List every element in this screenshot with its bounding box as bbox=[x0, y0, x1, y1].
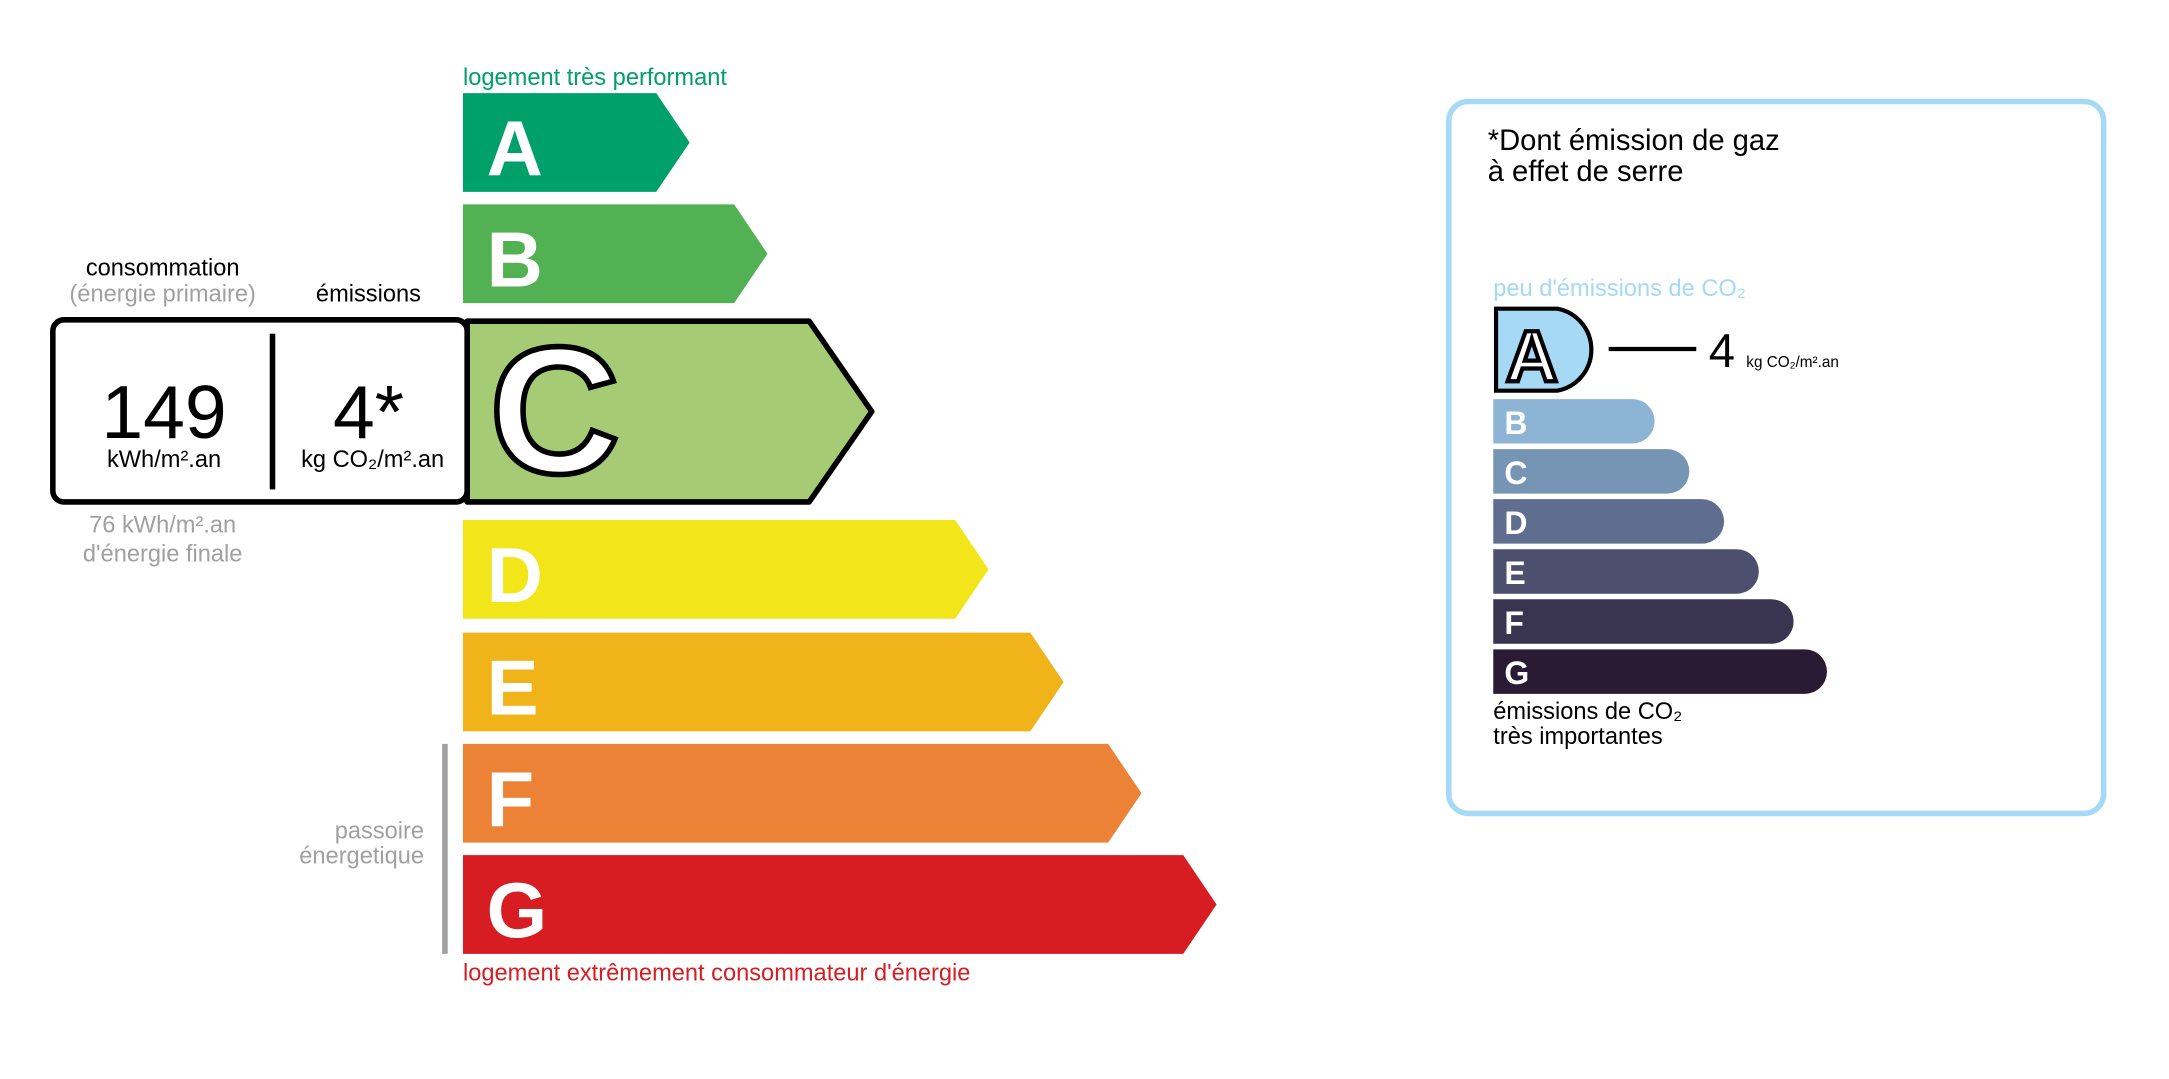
ges-class-f: F bbox=[1493, 599, 1794, 644]
ges-bar-g bbox=[1493, 649, 1827, 694]
ges-bar-e bbox=[1493, 549, 1759, 594]
ges-class-c: C bbox=[1493, 449, 1690, 494]
energy-letter-c: C bbox=[489, 310, 620, 512]
ges-class-d: D bbox=[1493, 499, 1725, 544]
emissions-unit: kg CO₂/m².an bbox=[301, 447, 444, 473]
energy-bar-f bbox=[462, 743, 1142, 843]
ges-letter-d: D bbox=[1504, 505, 1527, 541]
ges-bottom-label-1: émissions de CO₂ bbox=[1493, 699, 1682, 725]
energy-class-b: B bbox=[462, 204, 768, 304]
energy-class-d: D bbox=[462, 520, 989, 619]
ges-unit: kg CO₂/m².an bbox=[1746, 354, 1839, 371]
ges-class-g: G bbox=[1493, 649, 1827, 694]
ges-bar-a bbox=[1493, 306, 1594, 393]
ges-value: 4 bbox=[1709, 325, 1735, 378]
energy-top-label: logement très performant bbox=[463, 65, 727, 91]
ges-class-b: B bbox=[1493, 399, 1655, 444]
passoire-label-1: passoire bbox=[335, 818, 424, 844]
energy-bar-a bbox=[462, 93, 690, 192]
consumption-unit: kWh/m².an bbox=[107, 447, 221, 473]
ges-letter-e: E bbox=[1504, 555, 1525, 591]
energy-letter-a: A bbox=[487, 106, 543, 192]
consumption-value: 149 bbox=[101, 370, 226, 454]
emissions-value: 4* bbox=[333, 370, 404, 454]
ges-letter-g: G bbox=[1504, 655, 1529, 691]
energy-bar-g bbox=[462, 855, 1217, 954]
energy-letter-e: E bbox=[487, 646, 539, 732]
passoire-label-2: énergetique bbox=[299, 843, 424, 869]
ges-bottom-label-2: très importantes bbox=[1493, 724, 1662, 750]
energy-letter-f: F bbox=[487, 757, 535, 843]
passoire-bracket bbox=[442, 743, 448, 954]
energy-bar-d bbox=[462, 520, 989, 619]
energy-bottom-label: logement extrêmement consommateur d'éner… bbox=[463, 960, 970, 986]
ges-bar-c bbox=[1493, 449, 1690, 494]
energy-bar-b bbox=[462, 204, 768, 304]
energy-bar-e bbox=[462, 632, 1064, 732]
energy-class-c-selected: C bbox=[464, 307, 875, 515]
final-energy-label: d'énergie finale bbox=[83, 542, 243, 568]
energy-class-e: E bbox=[462, 632, 1064, 732]
ges-letter-b: B bbox=[1504, 405, 1527, 441]
ges-class-a-selected: A bbox=[1493, 306, 1594, 399]
ges-letter-f: F bbox=[1504, 605, 1524, 641]
energy-class-g: G bbox=[462, 855, 1217, 954]
energy-letter-b: B bbox=[487, 217, 543, 303]
energy-letter-g: G bbox=[487, 868, 548, 954]
values-divider bbox=[269, 333, 276, 490]
emissions-header: émissions bbox=[316, 282, 421, 308]
ges-letter-a: A bbox=[1506, 317, 1558, 397]
energy-class-a: A bbox=[462, 93, 690, 192]
ges-letter-c: C bbox=[1504, 455, 1527, 491]
final-energy-value: 76 kWh/m².an bbox=[89, 513, 236, 539]
consumption-header: consommation bbox=[86, 255, 240, 281]
values-box bbox=[50, 317, 470, 505]
ges-class-e: E bbox=[1493, 549, 1759, 594]
consumption-subheader: (énergie primaire) bbox=[69, 282, 255, 308]
ges-bar-f bbox=[1493, 599, 1794, 644]
ges-bar-d bbox=[1493, 499, 1725, 544]
ges-title-line2: à effet de serre bbox=[1488, 156, 1684, 188]
ges-bar-b bbox=[1493, 399, 1655, 444]
energy-letter-d: D bbox=[487, 533, 543, 619]
energy-class-f: F bbox=[462, 743, 1142, 843]
ges-title-line1: *Dont émission de gaz bbox=[1488, 125, 1780, 157]
ges-top-label: peu d'émissions de CO₂ bbox=[1493, 276, 1746, 302]
